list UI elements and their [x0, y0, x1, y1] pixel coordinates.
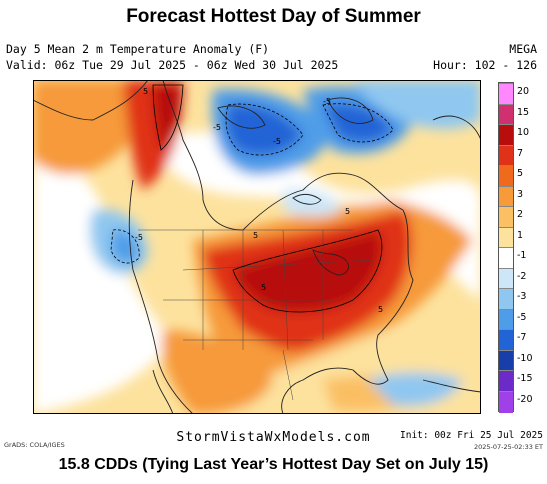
- anomaly-fill: [33, 80, 481, 414]
- colorbar-segment: [499, 329, 513, 351]
- colorbar-label: 7: [517, 147, 524, 159]
- colorbar-label: -10: [517, 352, 533, 364]
- colorbar-segment: [499, 288, 513, 310]
- forecast-hour: Hour: 102 - 126: [433, 58, 537, 72]
- contour-label: 5: [345, 207, 350, 216]
- init-time: Init: 00z Fri 25 Jul 2025: [400, 430, 543, 441]
- colorbar-segment: [499, 247, 513, 269]
- colorbar-label: 3: [517, 188, 524, 200]
- colorbar-label: -7: [517, 332, 527, 344]
- colorbar-label: 2: [517, 209, 524, 221]
- colorbar-segment: [499, 308, 513, 331]
- colorbar-segment: [499, 267, 513, 290]
- contour-label: 5: [378, 305, 383, 314]
- contour-label: 5: [143, 87, 148, 96]
- colorbar-label: 20: [517, 86, 530, 98]
- contour-labels: 5 -5 -5 -5 -5 5 5 5 5: [135, 87, 383, 314]
- map-description: Day 5 Mean 2 m Temperature Anomaly (F): [6, 42, 270, 56]
- colorbar-segment: [499, 370, 513, 392]
- borders: [138, 229, 374, 401]
- colorbar-segment: [499, 206, 513, 228]
- colorbar-segment: [499, 185, 513, 208]
- colorbar-label: -20: [517, 393, 533, 405]
- colorbar-segment: [499, 165, 513, 187]
- colorbar-label: 10: [517, 127, 530, 139]
- grads-credit: GrADS: COLA/IGES: [4, 441, 65, 449]
- colorbar-label: -3: [517, 291, 527, 303]
- colorbar-label: 1: [517, 229, 524, 241]
- colorbar-segment: [499, 144, 513, 167]
- valid-time: Valid: 06z Tue 29 Jul 2025 - 06z Wed 30 …: [6, 58, 339, 72]
- contour-label: 5: [253, 231, 258, 240]
- model-name: MEGA: [509, 42, 537, 56]
- map-frame: [33, 80, 481, 414]
- caption: 15.8 CDDs (Tying Last Year’s Hottest Day…: [58, 456, 489, 473]
- contour-label: -5: [213, 123, 221, 132]
- colorbar-segment: [499, 349, 513, 372]
- anomaly-contours: [110, 103, 394, 264]
- colorbar: [498, 82, 514, 413]
- colorbar-label: -15: [517, 373, 533, 385]
- colorbar-label: 15: [517, 106, 530, 118]
- colorbar-segment: [499, 226, 513, 249]
- colorbar-segment: [499, 390, 513, 413]
- generation-timestamp: 2025-07-25-02:33 ET: [474, 443, 543, 451]
- temperature-anomaly-map: 5 -5 -5 -5 -5 5 5 5 5: [33, 80, 481, 414]
- colorbar-label: 5: [517, 168, 524, 180]
- contour-label: -5: [135, 233, 143, 242]
- contour-label: -5: [273, 137, 281, 146]
- warm-contours: [152, 84, 383, 313]
- brand-watermark: StormVistaWxModels.com: [176, 430, 371, 445]
- colorbar-label: -2: [517, 270, 527, 282]
- contour-label: -5: [323, 97, 331, 106]
- colorbar-segment: [499, 103, 513, 126]
- colorbar-label: -1: [517, 250, 527, 262]
- chart-title: Forecast Hottest Day of Summer: [126, 6, 421, 27]
- colorbar-label: -5: [517, 311, 527, 323]
- coastlines: [33, 80, 481, 414]
- colorbar-segment: [499, 83, 513, 105]
- colorbar-segment: [499, 124, 513, 146]
- contour-label: 5: [261, 283, 266, 292]
